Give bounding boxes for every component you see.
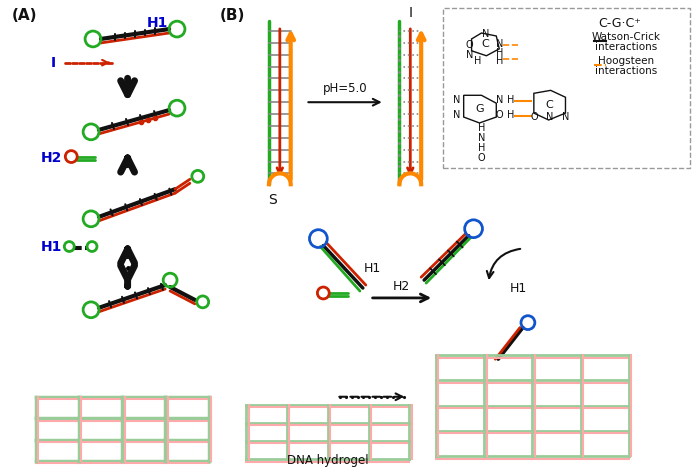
Text: G: G [475,104,484,114]
Text: (B): (B) [220,8,245,23]
Text: H: H [496,48,503,58]
Text: O: O [466,40,473,50]
Text: O: O [530,112,538,122]
Text: N: N [478,133,485,143]
Text: N: N [546,112,553,122]
Text: N: N [466,50,473,60]
Text: (A): (A) [12,8,38,23]
Text: interactions: interactions [594,66,657,76]
Text: H1: H1 [364,262,382,275]
Text: DNA hydrogel: DNA hydrogel [288,454,369,467]
Text: H: H [474,56,481,66]
Text: N: N [482,29,489,39]
Text: pH=5.0: pH=5.0 [323,82,368,95]
Text: N: N [453,95,461,105]
Text: C: C [546,100,554,110]
Text: interactions: interactions [594,42,657,52]
Text: N: N [496,95,503,105]
Text: H2: H2 [393,280,410,293]
Text: I: I [51,56,56,70]
Text: H: H [508,110,514,120]
Text: N: N [562,112,569,122]
Text: H1: H1 [41,240,62,254]
Text: H: H [496,56,503,66]
Text: H2: H2 [41,151,62,165]
Text: N: N [496,39,503,49]
Text: O: O [496,110,503,120]
Text: N: N [453,110,461,120]
Text: S: S [269,193,277,207]
Text: O: O [477,152,485,163]
Text: I: I [408,6,412,20]
FancyBboxPatch shape [443,8,690,168]
Text: C: C [482,39,489,49]
Text: C-G·C⁺: C-G·C⁺ [598,16,641,30]
Text: Hoogsteen: Hoogsteen [598,56,654,66]
Text: H1: H1 [510,281,526,295]
Text: H: H [478,123,485,133]
Text: H: H [508,95,514,105]
Text: Watson-Crick: Watson-Crick [592,32,660,42]
Text: H1: H1 [146,16,168,30]
Text: H: H [478,143,485,153]
